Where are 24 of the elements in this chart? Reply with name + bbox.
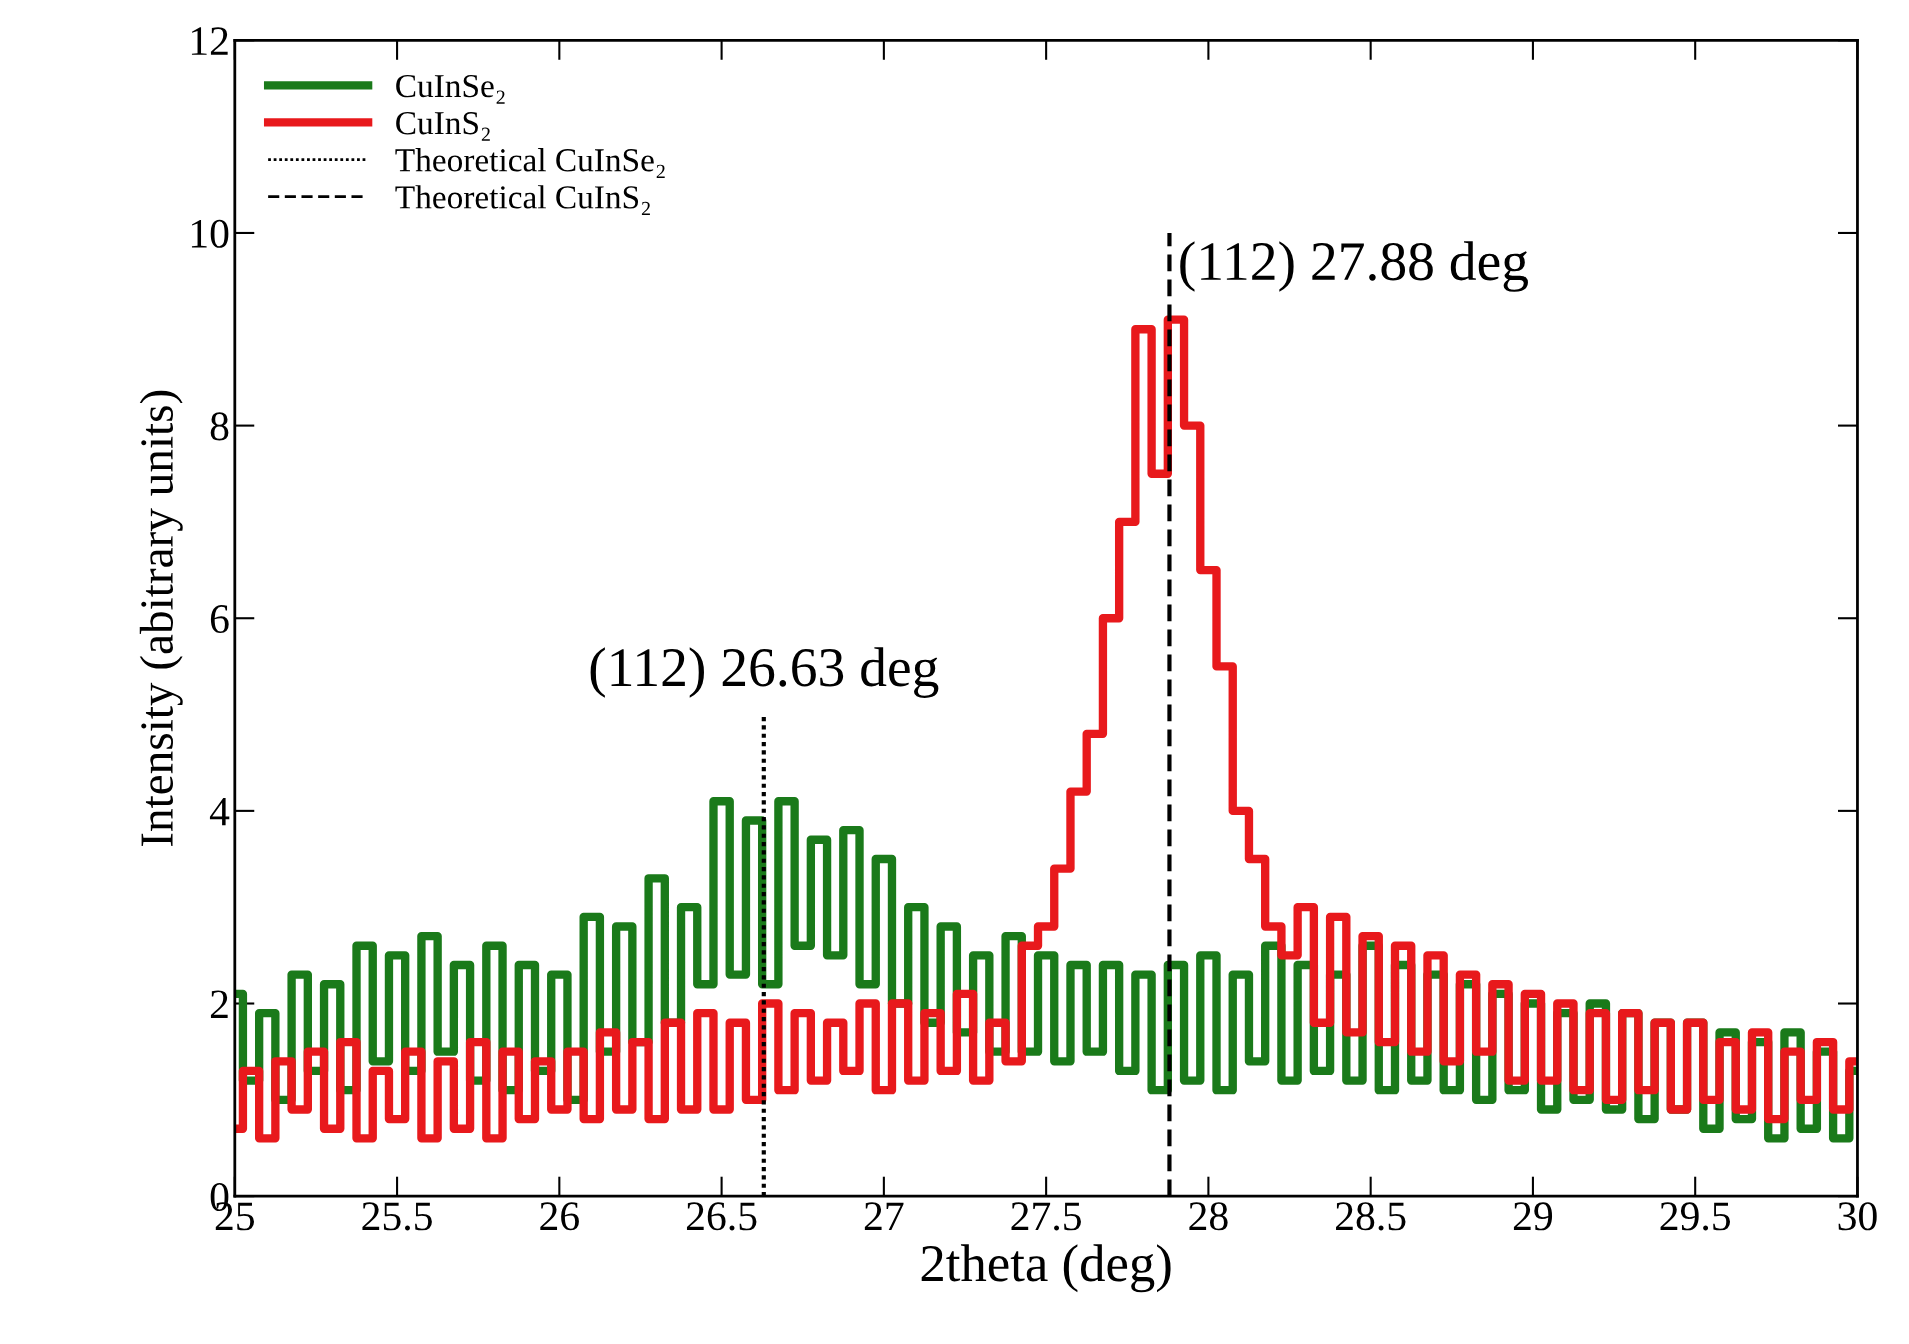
y-tick-label: 8: [210, 412, 229, 441]
y-tick-label: 6: [210, 605, 229, 634]
x-tick-label: 28: [1189, 1202, 1228, 1231]
annotation: (112) 27.88 deg: [1180, 241, 1528, 292]
legend-label: CuInSe₂: [396, 74, 505, 104]
x-tick-label: 29: [1513, 1202, 1553, 1231]
x-tick-label: 27.5: [1011, 1202, 1081, 1231]
x-tick-label: 26: [540, 1202, 579, 1231]
legend-label: Theoretical CuInSe₂: [395, 148, 665, 178]
legend-label: CuInS₂: [396, 112, 490, 141]
y-tick-label: 12: [191, 27, 228, 55]
legend-label: Theoretical CuInS₂: [395, 185, 650, 216]
x-tick-label: 29.5: [1660, 1202, 1731, 1231]
x-tick-label: 26.5: [686, 1202, 757, 1231]
x-tick-label: 28.5: [1336, 1202, 1406, 1231]
y-tick-label: 4: [209, 797, 230, 826]
x-axis-title: 2theta (deg): [921, 1244, 1171, 1293]
x-tick-label: 27: [864, 1202, 904, 1230]
x-tick-label: 30: [1838, 1202, 1877, 1231]
y-axis-title: Intensity (abitrary units): [139, 390, 183, 847]
y-tick-label: 10: [191, 219, 229, 248]
y-tick-label: 2: [210, 990, 228, 1018]
annotation: (112) 26.63 deg: [590, 647, 939, 698]
x-tick-label: 25.5: [362, 1202, 432, 1231]
